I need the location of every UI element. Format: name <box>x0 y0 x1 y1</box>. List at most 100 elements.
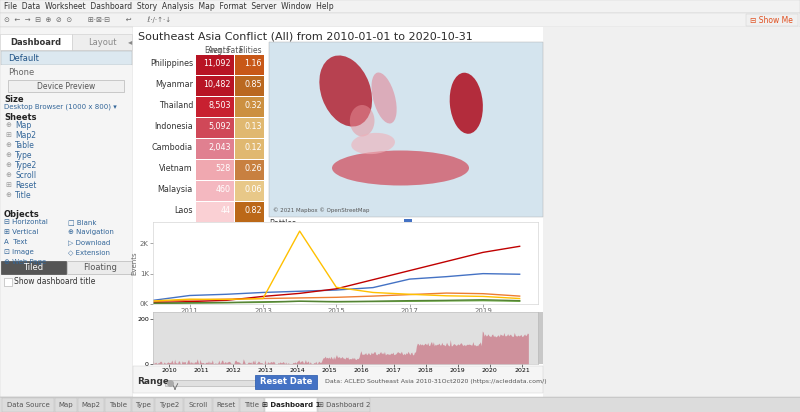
Bar <box>543 27 800 397</box>
Text: Battles: Battles <box>269 218 296 227</box>
Bar <box>255 375 317 389</box>
Text: Philippines: Philippines <box>150 59 193 68</box>
Text: ⊟ Show Me: ⊟ Show Me <box>750 16 793 24</box>
Text: 460: 460 <box>216 185 231 194</box>
Text: Violence against civilians: Violence against civilians <box>269 288 366 297</box>
Text: ⊕ Navigation: ⊕ Navigation <box>68 229 114 235</box>
Bar <box>0 27 133 397</box>
Text: ⊡ Image: ⊡ Image <box>4 249 34 255</box>
Bar <box>196 118 234 138</box>
Bar <box>196 139 234 159</box>
Text: 0.26: 0.26 <box>244 164 262 173</box>
Bar <box>1 261 66 274</box>
Text: Default: Default <box>8 54 39 63</box>
Text: F: F <box>238 46 242 55</box>
Text: Layout: Layout <box>88 37 116 47</box>
Text: Scroll: Scroll <box>15 171 36 180</box>
Text: Reset: Reset <box>15 180 36 190</box>
Text: ⊕: ⊕ <box>5 162 11 168</box>
Bar <box>4 278 12 286</box>
Text: 0.85: 0.85 <box>244 80 262 89</box>
Text: Tiled: Tiled <box>23 262 43 272</box>
Text: Reset: Reset <box>216 402 236 408</box>
Bar <box>196 160 234 180</box>
Bar <box>67 261 132 274</box>
Bar <box>404 233 412 241</box>
Text: ⊕: ⊕ <box>5 122 11 128</box>
Text: Reset Date: Reset Date <box>260 377 312 386</box>
Bar <box>235 55 264 75</box>
Text: ⊞ Dashboard 1: ⊞ Dashboard 1 <box>262 402 320 408</box>
Text: Map: Map <box>58 402 74 408</box>
Bar <box>265 398 317 412</box>
Bar <box>133 366 543 393</box>
Text: 2,043: 2,043 <box>209 143 231 152</box>
Text: ⊟ Horizontal: ⊟ Horizontal <box>4 219 48 225</box>
Text: 5,092: 5,092 <box>208 122 231 131</box>
Ellipse shape <box>319 56 372 126</box>
Ellipse shape <box>332 150 469 185</box>
Text: 0.12: 0.12 <box>244 143 262 152</box>
Text: Data: ACLED Southeast Asia 2010-31Oct2020 (https://acleddata.com/): Data: ACLED Southeast Asia 2010-31Oct202… <box>325 379 546 384</box>
Bar <box>240 398 264 412</box>
Text: 8,503: 8,503 <box>209 101 231 110</box>
Text: ⊞: ⊞ <box>5 132 11 138</box>
Ellipse shape <box>351 133 395 154</box>
Bar <box>1 65 132 79</box>
Bar <box>196 202 234 222</box>
Text: □ Blank: □ Blank <box>68 219 97 225</box>
Text: File  Data  Worksheet  Dashboard  Story  Analysis  Map  Format  Server  Window  : File Data Worksheet Dashboard Story Anal… <box>4 2 334 10</box>
Text: Explosions/Remote violence: Explosions/Remote violence <box>269 232 376 241</box>
Bar <box>0 13 800 27</box>
Bar <box>196 55 234 75</box>
Text: Table: Table <box>109 402 127 408</box>
Text: 0.32: 0.32 <box>244 101 262 110</box>
Text: Malaysia: Malaysia <box>158 185 193 194</box>
Text: Avg. Fatalities: Avg. Fatalities <box>208 46 262 55</box>
Text: Title: Title <box>245 402 259 408</box>
Y-axis label: Events: Events <box>131 251 137 275</box>
Text: ◂: ◂ <box>128 37 132 47</box>
Text: ⊕ Web Page: ⊕ Web Page <box>4 259 46 265</box>
Text: ⊙  ←  →  ⊟  ⊕  ⊘  ⊙       ⊞·⊠·⊟       ↩       ℓ·/·↑·↓: ⊙ ← → ⊟ ⊕ ⊘ ⊙ ⊞·⊠·⊟ ↩ ℓ·/·↑·↓ <box>4 17 171 23</box>
Text: 0.82: 0.82 <box>244 206 262 215</box>
Bar <box>165 380 285 386</box>
Text: 10,482: 10,482 <box>203 80 231 89</box>
Text: ◇ Extension: ◇ Extension <box>68 249 110 255</box>
Text: ⊕: ⊕ <box>5 192 11 198</box>
Text: Vietnam: Vietnam <box>159 164 193 173</box>
Bar <box>235 118 264 138</box>
Text: Title: Title <box>15 190 32 199</box>
Text: Show dashboard title: Show dashboard title <box>14 278 95 286</box>
Text: A  Text: A Text <box>4 239 27 245</box>
Bar <box>318 398 370 412</box>
Bar <box>184 398 212 412</box>
Text: 11,092: 11,092 <box>203 59 231 68</box>
Bar <box>235 202 264 222</box>
Bar <box>404 275 412 283</box>
Bar <box>0 34 72 50</box>
Bar <box>235 76 264 96</box>
Text: ⊞ Dashboard 2: ⊞ Dashboard 2 <box>318 402 370 408</box>
Ellipse shape <box>350 105 374 136</box>
Text: ▷ Download: ▷ Download <box>68 239 110 245</box>
Bar <box>235 160 264 180</box>
Text: 1.16: 1.16 <box>245 59 262 68</box>
Bar <box>404 289 412 297</box>
Text: 0.13: 0.13 <box>245 122 262 131</box>
Bar <box>2 398 54 412</box>
Text: Type: Type <box>135 402 151 408</box>
Bar <box>155 398 183 412</box>
Bar <box>78 398 104 412</box>
Text: Table: Table <box>15 140 35 150</box>
Bar <box>132 398 154 412</box>
Text: Strategic developments: Strategic developments <box>269 274 361 283</box>
Bar <box>105 398 131 412</box>
Text: © 2021 Mapbox © OpenStreetMap: © 2021 Mapbox © OpenStreetMap <box>273 207 370 213</box>
Bar <box>196 76 234 96</box>
Text: Events: Events <box>204 46 230 55</box>
Text: Type: Type <box>15 150 33 159</box>
Text: Myanmar: Myanmar <box>155 80 193 89</box>
Text: Sheets: Sheets <box>4 112 37 122</box>
Text: Objects: Objects <box>4 209 40 218</box>
